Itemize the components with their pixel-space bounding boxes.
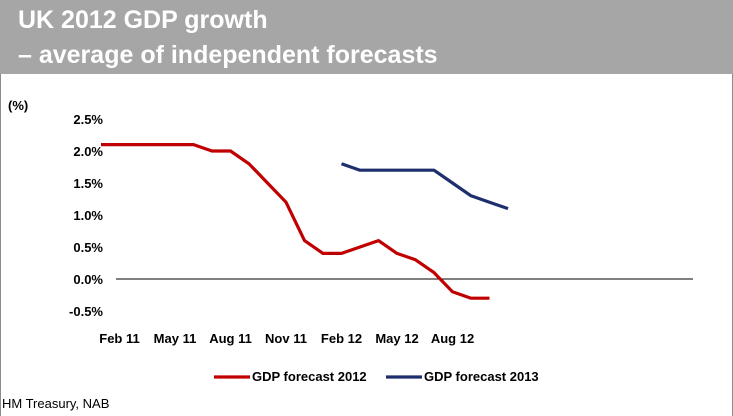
y-tick-label: 1.0% — [73, 208, 103, 223]
series-lines — [100, 142, 509, 300]
x-tick-label: Feb 11 — [99, 331, 139, 346]
source-note: HM Treasury, NAB — [2, 396, 110, 411]
y-axis-unit-label: (%) — [8, 98, 28, 113]
x-tick-label: May 11 — [154, 331, 197, 346]
y-tick-label: 1.5% — [73, 176, 103, 191]
series-line-2 — [340, 162, 509, 211]
x-tick-label: Feb 12 — [321, 331, 362, 346]
legend-label: GDP forecast 2013 — [424, 369, 539, 384]
series-line-1 — [101, 142, 490, 300]
x-tick-label: Aug 11 — [209, 331, 252, 346]
y-tick-label: 0.0% — [73, 272, 103, 287]
y-tick-label: 2.5% — [73, 112, 103, 127]
legend-label: GDP forecast 2012 — [252, 369, 367, 384]
y-tick-label: 2.0% — [73, 144, 103, 159]
frame-border-left — [0, 74, 1, 416]
x-tick-label: Nov 11 — [265, 331, 307, 346]
y-tick-label: -0.5% — [69, 304, 103, 319]
chart-subtitle: – average of independent forecasts — [18, 41, 438, 69]
line-chart: (%) -0.5% 0.0% 0.5% 1.0% 1.5% 2.0% 2.5% Feb 11… — [8, 98, 693, 384]
chart-title: UK 2012 GDP growth — [18, 6, 268, 34]
y-axis: -0.5% 0.0% 0.5% 1.0% 1.5% 2.0% 2.5% — [69, 112, 103, 319]
x-tick-label: May 12 — [375, 331, 418, 346]
x-axis: Feb 11 May 11 Aug 11 Nov 11 Feb 12 May 12 Aug … — [99, 331, 474, 346]
x-tick-label: Aug 12 — [431, 331, 474, 346]
title-bar: UK 2012 GDP growth – average of independ… — [0, 0, 733, 74]
legend: GDP forecast 2012 GDP forecast 2013 — [214, 369, 539, 384]
y-tick-label: 0.5% — [73, 240, 103, 255]
